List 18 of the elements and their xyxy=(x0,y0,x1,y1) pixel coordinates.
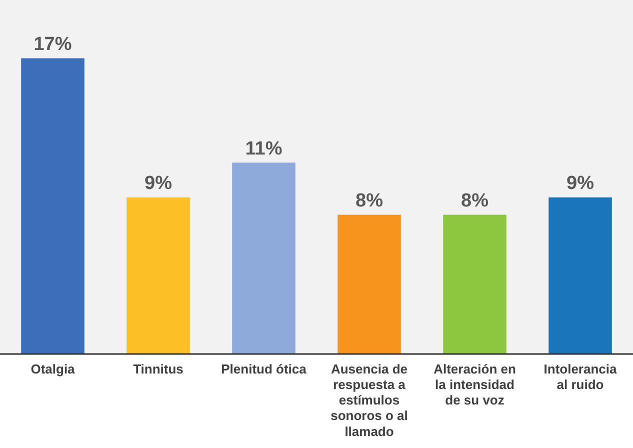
bar xyxy=(338,214,401,354)
data-label: 9% xyxy=(144,173,172,194)
data-label: 8% xyxy=(461,190,489,212)
data-label: 17% xyxy=(34,34,72,55)
x-tick-label: Intolerancia al ruido xyxy=(544,361,618,392)
bar xyxy=(443,214,506,354)
data-label: 9% xyxy=(566,173,594,194)
data-label: 8% xyxy=(356,190,384,212)
x-tick-label: Tinnitus xyxy=(133,361,184,376)
x-tick-label: Alteración en la intensidad de su voz xyxy=(434,361,516,408)
bar xyxy=(232,162,296,354)
bar xyxy=(21,58,84,354)
x-tick-label: Ausencia de respuesta a estímulos sonoros o al llamado xyxy=(330,361,408,439)
x-tick-label: Otalgia xyxy=(30,361,76,376)
x-tick-label: Plenitud ótica xyxy=(221,361,308,376)
bar xyxy=(126,197,190,354)
bar xyxy=(548,197,612,354)
data-label: 11% xyxy=(245,138,282,160)
